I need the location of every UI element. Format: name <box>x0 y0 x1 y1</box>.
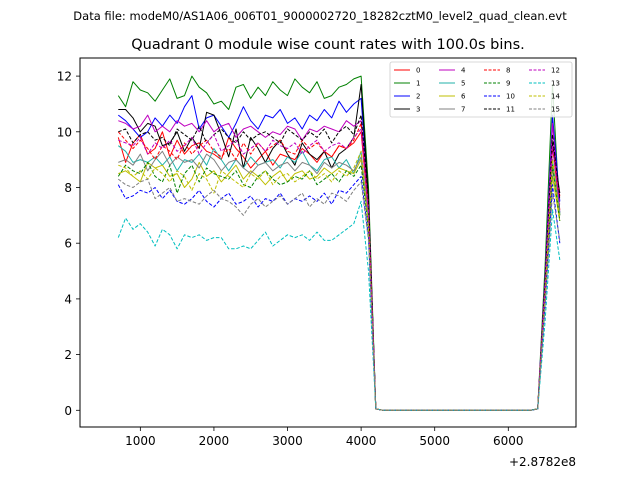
y-tick-label: 4 <box>64 292 72 306</box>
x-tick-label: 6000 <box>493 434 524 448</box>
legend-label-6: 6 <box>461 93 466 101</box>
y-axis: 0 2 4 6 8 10 12 <box>57 70 80 418</box>
x-tick-label: 3000 <box>272 434 303 448</box>
legend-label-0: 0 <box>416 67 420 75</box>
legend-label-14: 14 <box>551 93 560 101</box>
x-axis: 1000 2000 3000 4000 5000 6000 <box>125 427 524 448</box>
series-layer <box>117 75 561 411</box>
series-line-9 <box>117 161 561 411</box>
legend-box <box>389 61 573 118</box>
y-tick-label: 10 <box>57 125 72 139</box>
legend-label-1: 1 <box>416 80 420 88</box>
axes-frame <box>79 57 577 428</box>
y-tick-label: 12 <box>57 70 72 84</box>
series-line-14 <box>118 150 561 411</box>
legend-label-8: 8 <box>506 67 510 75</box>
plot-area <box>80 58 576 427</box>
legend-label-3: 3 <box>416 106 420 114</box>
y-tick-label: 0 <box>64 404 72 418</box>
legend-label-13: 13 <box>551 80 560 88</box>
legend-label-2: 2 <box>416 93 420 101</box>
figure-suptitle: Data file: modeM0/AS1A06_006T01_90000027… <box>73 9 567 23</box>
legend-label-10: 10 <box>506 93 515 101</box>
x-tick-label: 4000 <box>346 434 377 448</box>
y-tick-label: 2 <box>64 348 72 362</box>
x-tick-label: 2000 <box>199 434 230 448</box>
x-offset-text: +2.8782e8 <box>509 455 576 469</box>
x-tick-label: 5000 <box>419 434 450 448</box>
legend-label-4: 4 <box>461 67 466 75</box>
chart-title: Quadrant 0 module wise count rates with … <box>131 37 525 53</box>
legend-label-11: 11 <box>506 106 515 114</box>
y-tick-label: 8 <box>64 181 72 195</box>
legend-label-12: 12 <box>551 67 560 75</box>
legend-label-7: 7 <box>461 106 465 114</box>
y-tick-label: 6 <box>64 237 72 251</box>
legend-label-9: 9 <box>506 80 510 88</box>
legend-label-5: 5 <box>461 80 465 88</box>
x-tick-label: 1000 <box>125 434 156 448</box>
legend-label-15: 15 <box>551 106 560 114</box>
